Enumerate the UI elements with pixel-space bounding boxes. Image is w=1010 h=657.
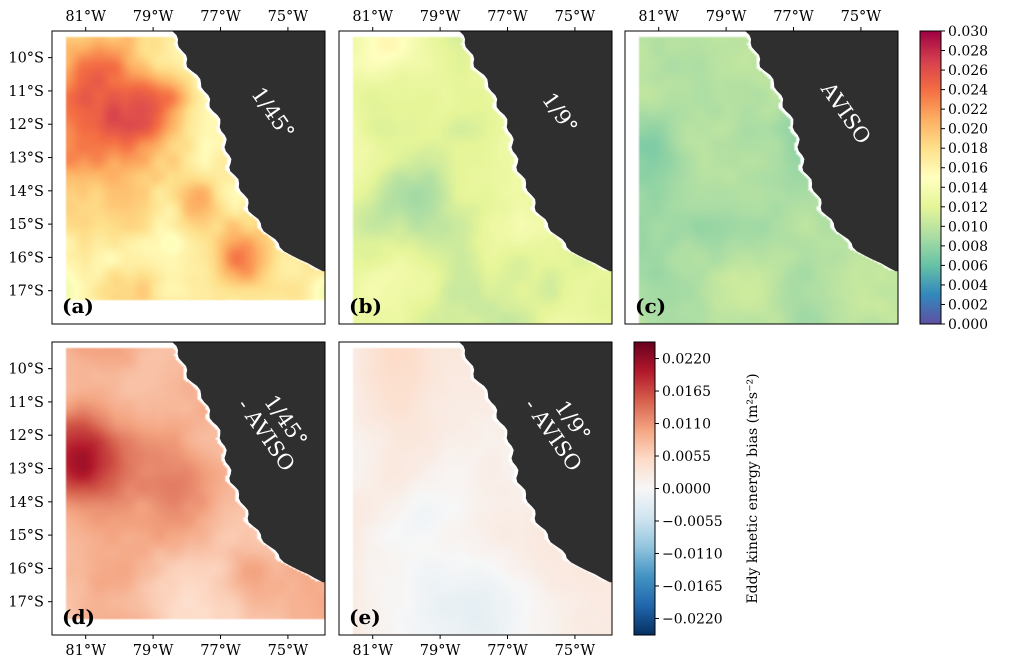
colorbar-eke-tick-label-8: 0.014: [948, 180, 988, 196]
lon-tick-label-a-2: 77°W: [200, 9, 241, 25]
lon-tick-label-b-1: 79°W: [420, 9, 461, 25]
lon-tick-label-c-3: 75°W: [841, 9, 882, 25]
map-panel-b: (b)1/9°81°W 79°W 77°W 75°W: [339, 9, 612, 324]
island-a: [241, 181, 246, 186]
colorbar-eke-tick-label-1: 0.028: [948, 44, 988, 60]
lon-tick-label-d-2: 77°W: [200, 643, 241, 657]
lat-tick-label-a-7: 17°S: [8, 284, 44, 300]
lat-tick-label-d-2: 12°S: [8, 428, 44, 444]
colorbar-bias: 0.0220 0.0165 0.0110 0.0055 0.0000 −0.0055 −0.…: [634, 342, 761, 635]
colorbar-bias-tick-label-4: 0.0000: [662, 482, 711, 498]
lon-tick-label-e-0: 81°W: [352, 643, 393, 657]
colorbar-eke: 0.030 0.028 0.026 0.024 0.022 0.020 0.018 0.016…: [920, 24, 1010, 333]
lon-tick-label-b-0: 81°W: [352, 9, 393, 25]
panel-label-e: (e): [349, 605, 381, 629]
colorbar-eke-tick-label-6: 0.018: [948, 141, 988, 157]
lon-tick-label-c-0: 81°W: [638, 9, 679, 25]
lon-tick-label-b-3: 75°W: [555, 9, 596, 25]
colorbar-bias-tick-label-0: 0.0220: [662, 352, 711, 368]
colorbar-bias-bar: [634, 342, 655, 635]
lat-tick-label-a-2: 12°S: [8, 117, 44, 133]
lon-tick-label-d-0: 81°W: [65, 643, 106, 657]
lat-tick-label-d-1: 11°S: [8, 395, 44, 411]
colorbar-eke-tick-label-12: 0.006: [948, 258, 988, 274]
lon-tick-label-e-1: 79°W: [420, 643, 461, 657]
lon-tick-label-d-3: 75°W: [268, 643, 309, 657]
colorbar-bias-tick-label-7: −0.0165: [662, 579, 723, 595]
island-d: [241, 492, 246, 497]
colorbar-eke-tick-label-0: 0.030: [948, 24, 988, 40]
colorbar-eke-bar: [920, 31, 941, 324]
colorbar-eke-tick-label-10: 0.010: [948, 219, 988, 235]
lon-tick-label-a-3: 75°W: [268, 9, 309, 25]
colorbar-bias-tick-label-6: −0.0110: [662, 546, 723, 562]
lon-tick-label-e-3: 75°W: [555, 643, 596, 657]
panel-label-d: (d): [62, 605, 95, 629]
colorbar-bias-tick-label-8: −0.0220: [662, 611, 723, 627]
lon-tick-label-a-1: 79°W: [133, 9, 174, 25]
colorbar-bias-label: Eddy kinetic energy bias (m²s⁻²): [745, 373, 761, 603]
lon-tick-label-c-2: 77°W: [773, 9, 814, 25]
colorbar-eke-tick-label-7: 0.016: [948, 161, 988, 177]
colorbar-bias-tick-label-3: 0.0055: [662, 449, 711, 465]
colorbar-eke-tick-label-14: 0.002: [948, 297, 988, 313]
lat-tick-label-d-3: 13°S: [8, 462, 44, 478]
colorbar-eke-tick-label-13: 0.004: [948, 278, 988, 294]
lon-tick-label-b-2: 77°W: [487, 9, 528, 25]
lat-tick-label-d-4: 14°S: [8, 495, 44, 511]
colorbar-eke-tick-label-5: 0.020: [948, 122, 988, 138]
lon-tick-label-c-1: 79°W: [706, 9, 747, 25]
lon-tick-label-d-1: 79°W: [133, 643, 174, 657]
lat-tick-label-a-3: 13°S: [8, 151, 44, 167]
panel-label-a: (a): [62, 294, 94, 318]
colorbar-bias-tick-label-1: 0.0165: [662, 384, 711, 400]
lon-tick-label-e-2: 77°W: [487, 643, 528, 657]
colorbar-eke-tick-label-2: 0.026: [948, 63, 988, 79]
island-e: [528, 492, 533, 497]
panel-label-b: (b): [349, 294, 382, 318]
panel-label-c: (c): [635, 294, 666, 318]
lat-tick-label-a-5: 15°S: [8, 217, 44, 233]
colorbar-eke-tick-label-11: 0.008: [948, 239, 988, 255]
map-panel-a: (a)1/45°81°W 79°W 77°W 75°W10°S11°S12°S13°S…: [8, 9, 325, 324]
lat-tick-label-d-7: 17°S: [8, 595, 44, 611]
lat-tick-label-d-6: 16°S: [8, 561, 44, 577]
lat-tick-label-a-4: 14°S: [8, 184, 44, 200]
lon-tick-label-a-0: 81°W: [65, 9, 106, 25]
lat-tick-label-a-0: 10°S: [8, 51, 44, 67]
colorbar-eke-tick-label-9: 0.012: [948, 200, 988, 216]
colorbar-bias-tick-label-2: 0.0110: [662, 417, 711, 433]
lat-tick-label-d-5: 15°S: [8, 528, 44, 544]
colorbar-bias-tick-label-5: −0.0055: [662, 514, 723, 530]
colorbar-eke-tick-label-3: 0.024: [948, 83, 988, 99]
colorbar-eke-tick-label-15: 0.000: [948, 317, 988, 333]
lat-tick-label-a-6: 16°S: [8, 250, 44, 266]
colorbar-eke-tick-label-4: 0.022: [948, 102, 988, 118]
island-c: [814, 181, 819, 186]
lat-tick-label-a-1: 11°S: [8, 84, 44, 100]
island-b: [528, 181, 533, 186]
lat-tick-label-d-0: 10°S: [8, 362, 44, 378]
